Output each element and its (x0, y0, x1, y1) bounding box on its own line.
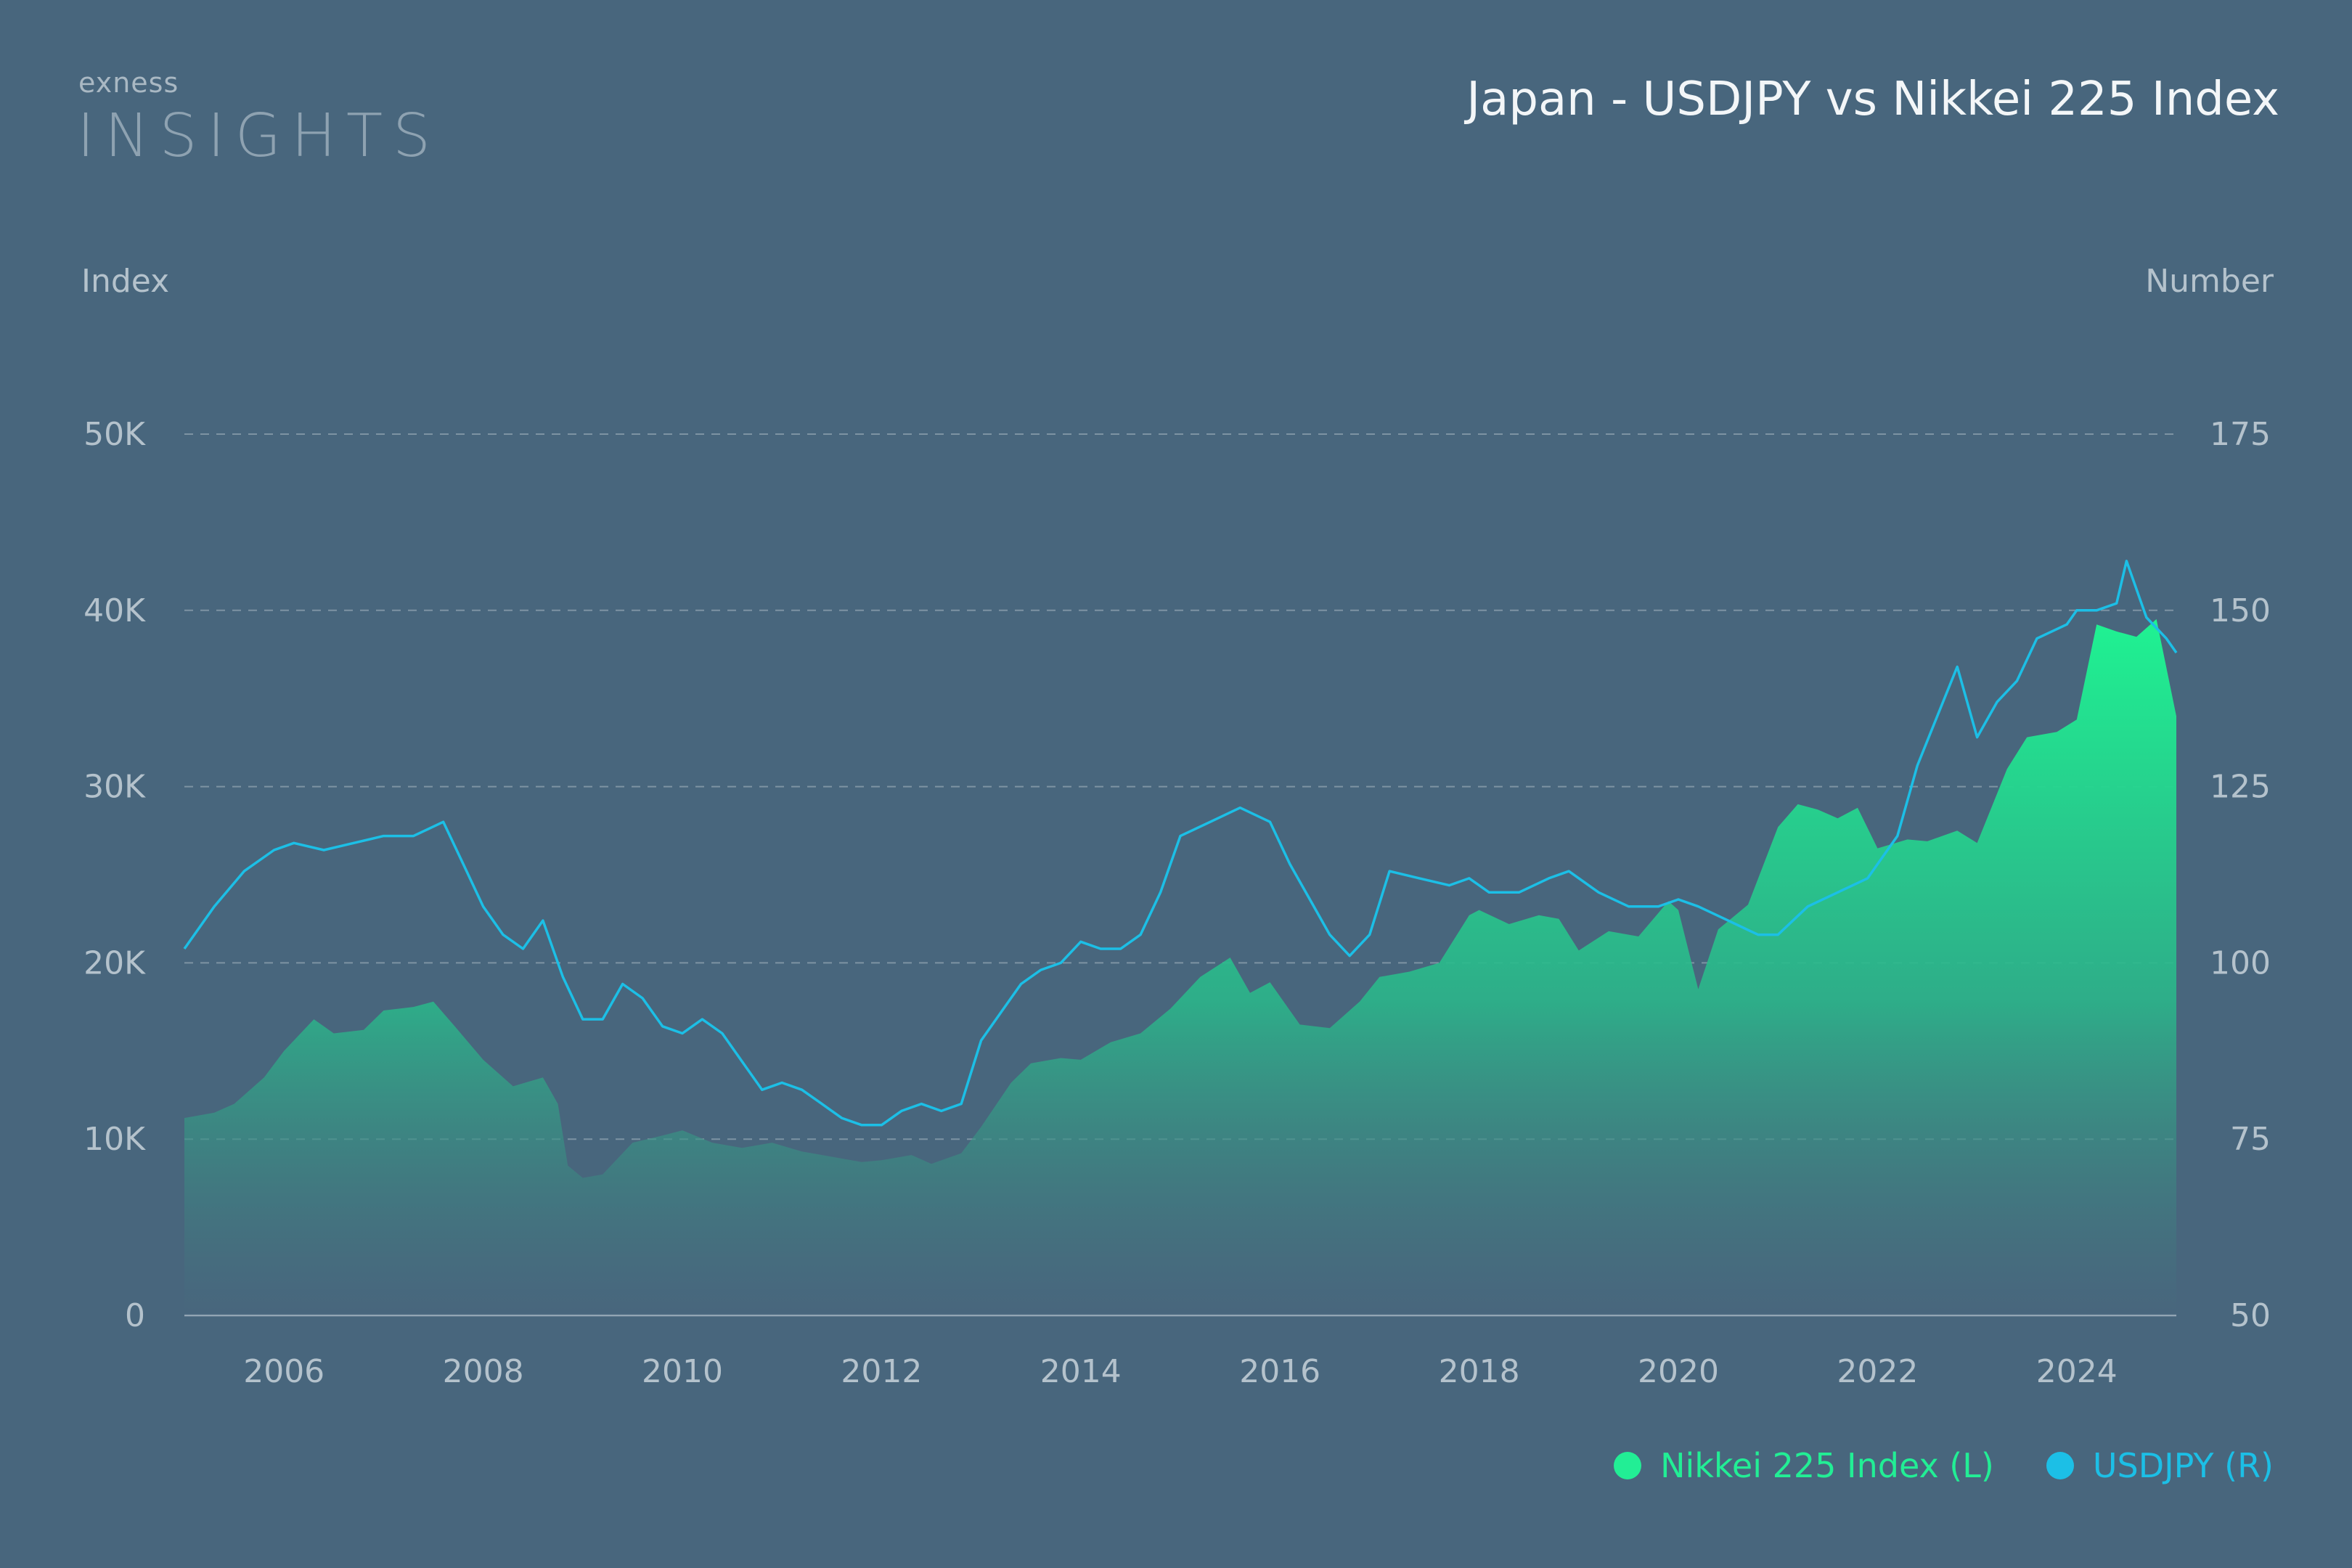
y-left-tick-label: 40K (83, 592, 146, 629)
y-right-tick-label: 150 (2210, 592, 2271, 629)
y-right-tick-label: 75 (2230, 1121, 2271, 1158)
tick-layer: 0 10K 20K 30K 40K 50K 50 75 100 125 150 175 2006 2008… (83, 416, 2271, 1390)
usdjpy-line-series (183, 560, 2178, 1127)
right-axis-title: Number (2145, 263, 2274, 300)
x-tick-label: 2024 (2036, 1353, 2118, 1390)
y-right-tick-label: 175 (2210, 416, 2271, 453)
legend-label-usdjpy: USDJPY (R) (2092, 1446, 2274, 1485)
left-axis-title: Index (81, 263, 170, 300)
x-tick-label: 2018 (1439, 1353, 1520, 1390)
legend-dot-usdjpy (2046, 1452, 2074, 1479)
x-tick-label: 2020 (1638, 1353, 1719, 1390)
x-tick-label: 2014 (1040, 1353, 1122, 1390)
brand-logo-small: exness (78, 67, 179, 99)
y-left-tick-label: 10K (83, 1121, 146, 1158)
x-tick-label: 2008 (443, 1353, 524, 1390)
legend: Nikkei 225 Index (L) USDJPY (R) (1614, 1446, 2274, 1485)
x-tick-label: 2012 (841, 1353, 922, 1390)
x-tick-label: 2016 (1239, 1353, 1320, 1390)
y-left-tick-label: 0 (125, 1297, 145, 1334)
x-tick-label: 2006 (243, 1353, 324, 1390)
y-left-tick-label: 30K (83, 769, 146, 806)
legend-item-usdjpy[interactable]: USDJPY (R) (2046, 1446, 2274, 1485)
brand-logo-insights: INSIGHTS (77, 102, 441, 171)
x-tick-label: 2022 (1837, 1353, 1918, 1390)
legend-dot-nikkei (1614, 1452, 1642, 1479)
x-tick-label: 2010 (642, 1353, 723, 1390)
usdjpy-line-layer (183, 560, 2178, 1127)
y-right-tick-label: 100 (2210, 944, 2271, 981)
y-right-tick-label: 50 (2230, 1297, 2271, 1334)
y-left-tick-label: 50K (83, 416, 146, 453)
nikkei-area-series (184, 618, 2176, 1315)
legend-label-nikkei: Nikkei 225 Index (L) (1660, 1446, 1994, 1485)
y-right-tick-label: 125 (2210, 769, 2271, 806)
legend-item-nikkei[interactable]: Nikkei 225 Index (L) (1614, 1446, 1994, 1485)
y-left-tick-label: 20K (83, 944, 146, 981)
nikkei-area-layer (184, 618, 2176, 1315)
chart-title: Japan - USDJPY vs Nikkei 225 Index (1466, 73, 2279, 126)
